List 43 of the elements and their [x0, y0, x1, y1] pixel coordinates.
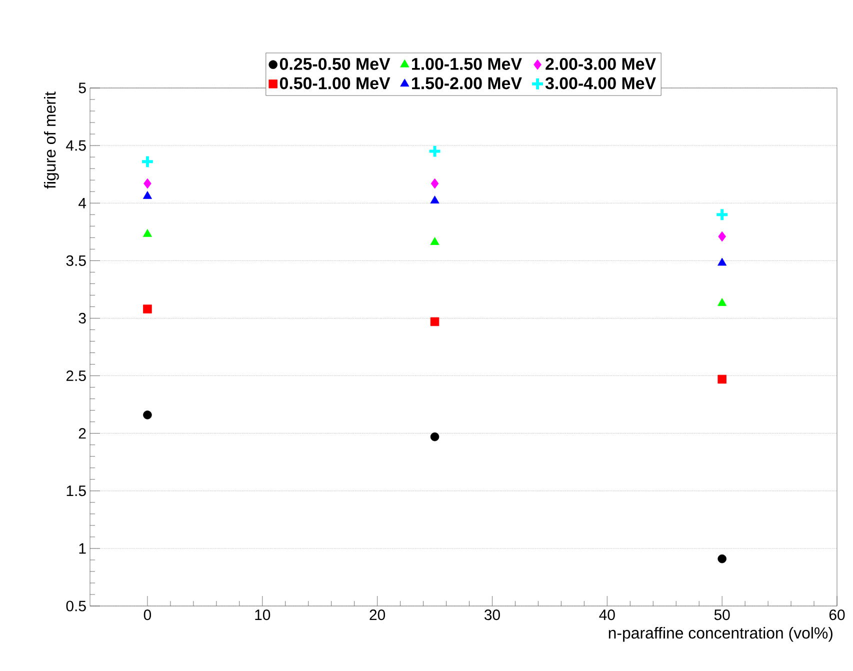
point [143, 410, 152, 420]
y-tick-label: 4.5 [66, 140, 86, 151]
y-tick-label: 4 [78, 198, 86, 208]
legend-label: 0.25-0.50 MeV [280, 58, 390, 70]
point [144, 178, 152, 189]
point [142, 229, 152, 237]
point [430, 196, 440, 204]
x-tick-label: 60 [829, 610, 845, 620]
point [143, 304, 152, 314]
point [718, 231, 726, 242]
y-tick-label: 5 [78, 82, 86, 94]
y-tick-label: 2 [78, 428, 86, 439]
x-tick-label: 30 [484, 610, 500, 620]
point [718, 258, 727, 266]
point [430, 317, 440, 326]
legend-label: 2.00-3.00 MeV [546, 58, 656, 70]
point [428, 144, 442, 158]
x-tick-label: 20 [370, 610, 386, 620]
point [718, 298, 727, 306]
y-tick-label: 3.5 [66, 255, 86, 266]
y-tick-label: 3 [78, 312, 86, 324]
legend-label: 3.00-4.00 MeV [545, 77, 656, 90]
legend-label: 0.50-1.00 MeV [280, 77, 390, 90]
x-tick-label: 40 [599, 610, 615, 620]
x-tick-label: 10 [255, 610, 270, 620]
point [715, 208, 730, 222]
y-tick-label: 2.5 [66, 370, 86, 382]
x-tick-label: 50 [714, 610, 730, 620]
point [430, 178, 439, 189]
point [140, 154, 154, 169]
point [430, 237, 440, 245]
point [142, 191, 152, 199]
legend-label: 1.50-2.00 MeV [412, 77, 522, 90]
y-tick-label: 1.5 [66, 486, 86, 496]
x-axis-title: n-paraffine concentration (vol%) [608, 626, 832, 642]
x-tick-label: 0 [144, 610, 152, 620]
point [718, 374, 726, 384]
y-axis-title: figure of merit [44, 92, 59, 189]
point [718, 554, 726, 564]
y-tick-label: 1 [79, 543, 86, 554]
point [430, 432, 440, 442]
legend-label: 1.00-1.50 MeV [412, 58, 522, 70]
y-tick-label: 0.5 [66, 600, 86, 612]
